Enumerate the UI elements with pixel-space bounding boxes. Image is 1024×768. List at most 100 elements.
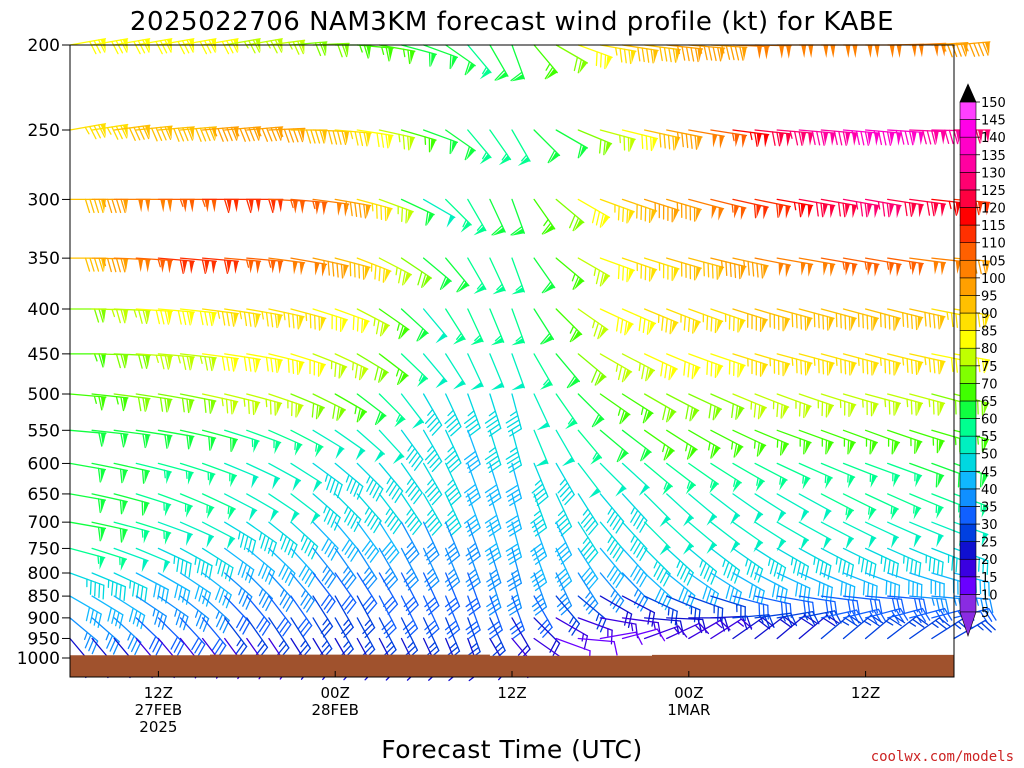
wind-barb: [445, 257, 470, 293]
wind-barb: [356, 595, 376, 639]
wind-barb: [864, 198, 902, 219]
wind-barb: [621, 257, 658, 282]
colorbar-label: 140: [981, 131, 1006, 146]
colorbar-swatch: [959, 435, 977, 455]
wind-barb: [555, 129, 589, 159]
wind-barb: [820, 393, 857, 417]
wind-barb: [530, 521, 548, 565]
wind-barb: [400, 521, 420, 565]
y-tick-label: 800: [28, 564, 60, 584]
wind-barb: [820, 547, 854, 580]
wind-barb: [465, 547, 481, 592]
wind-barb: [864, 572, 901, 600]
wind-barb: [533, 129, 561, 164]
x-tick-label: 27FEB: [135, 701, 182, 719]
wind-barb: [621, 521, 648, 562]
wind-barb: [356, 572, 378, 615]
colorbar-label: 70: [981, 377, 998, 392]
wind-barb: [643, 462, 673, 496]
wind-barb: [710, 547, 741, 584]
colorbar-swatch: [959, 365, 977, 384]
wind-barb: [334, 429, 366, 461]
wind-barb: [820, 353, 857, 376]
colorbar-swatch: [959, 154, 977, 173]
wind-barb: [157, 493, 193, 518]
wind-barb: [400, 462, 423, 505]
wind-barb: [909, 393, 946, 416]
wind-barb: [356, 129, 394, 149]
wind-barb: [776, 198, 814, 219]
wind-barb: [555, 572, 573, 616]
wind-barb: [688, 129, 725, 149]
wind-barb: [599, 353, 633, 383]
y-tick-label: 700: [28, 513, 60, 533]
wind-barb: [909, 257, 947, 276]
wind-barb: [798, 429, 834, 455]
wind-barb: [798, 353, 835, 376]
wind-barb: [510, 198, 525, 236]
wind-barb: [135, 547, 171, 574]
wind-barb: [157, 353, 195, 371]
wind-barb: [463, 493, 481, 537]
wind-barb: [511, 308, 525, 346]
wind-barb: [820, 129, 858, 146]
wind-barb: [157, 308, 195, 326]
wind-barb: [444, 521, 461, 565]
wind-barb: [820, 493, 854, 522]
colorbar-label: 85: [981, 325, 998, 340]
wind-barb: [69, 198, 107, 214]
wind-barb: [555, 44, 589, 74]
wind-barb: [400, 429, 424, 471]
wind-barb: [533, 393, 550, 431]
wind-barb: [268, 547, 296, 587]
wind-barb: [334, 353, 369, 381]
wind-barb: [798, 595, 838, 616]
colorbar-swatch: [959, 295, 977, 314]
wind-barb: [643, 353, 678, 381]
colorbar-swatch: [959, 242, 977, 261]
wind-barb: [356, 257, 392, 283]
wind-barb: [268, 257, 306, 276]
wind-barb: [290, 493, 321, 525]
wind-barb: [666, 257, 702, 281]
wind-barb: [113, 462, 150, 484]
wind-barb: [688, 198, 725, 221]
wind-barb: [666, 198, 702, 222]
wind-barb: [643, 572, 672, 611]
colorbar-swatch: [959, 347, 977, 367]
wind-barb: [754, 353, 791, 377]
wind-barb: [179, 38, 217, 55]
colorbar-label: 50: [981, 448, 998, 463]
wind-barb: [530, 547, 548, 592]
wind-barb: [157, 429, 195, 450]
wind-barb: [798, 257, 836, 277]
wind-barb: [909, 547, 944, 577]
wind-barb: [484, 462, 502, 507]
wind-barb: [798, 198, 836, 219]
colorbar-swatch: [959, 224, 977, 243]
wind-barb: [268, 127, 306, 143]
wind-barb: [732, 493, 764, 525]
colorbar-swatch: [959, 558, 977, 578]
wind-barb: [290, 308, 327, 331]
wind-barb: [356, 44, 394, 62]
wind-barb: [400, 353, 429, 387]
wind-barb: [864, 129, 903, 146]
wind-barb: [688, 462, 719, 494]
wind-barb: [135, 393, 173, 413]
wind-barb: [444, 462, 462, 506]
colorbar-label: 55: [981, 430, 998, 445]
colorbar-swatch: [959, 101, 977, 120]
wind-barb: [909, 521, 944, 548]
wind-barb: [754, 572, 788, 604]
wind-barb: [246, 493, 279, 523]
wind-barb: [224, 462, 259, 489]
wind-barb: [710, 429, 744, 458]
colorbar-swatch: [959, 576, 977, 595]
y-tick-label: 600: [28, 454, 60, 474]
y-tick-label: 450: [28, 345, 60, 365]
wind-barb: [842, 493, 877, 521]
colorbar-swatch: [959, 189, 977, 208]
wind-barb: [577, 462, 601, 499]
y-tick-label: 1000: [17, 649, 60, 669]
